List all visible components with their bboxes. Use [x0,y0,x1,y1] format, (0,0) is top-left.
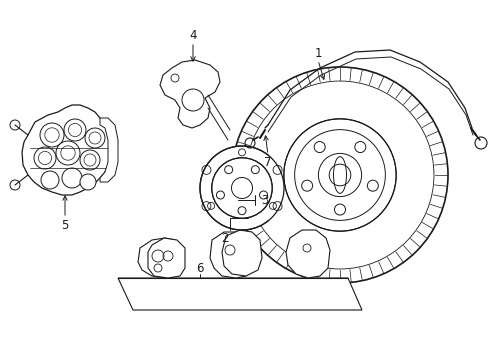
Polygon shape [138,238,180,278]
Circle shape [85,128,105,148]
Circle shape [34,147,56,169]
Polygon shape [118,278,361,310]
Circle shape [41,171,59,189]
Text: 4: 4 [189,28,196,41]
Circle shape [40,123,64,147]
Circle shape [80,174,96,190]
Polygon shape [160,60,220,128]
Text: 1: 1 [314,46,321,59]
Circle shape [231,67,447,283]
Polygon shape [209,232,251,278]
Polygon shape [222,230,262,276]
Circle shape [182,89,203,111]
Text: 7: 7 [264,156,271,168]
Text: 6: 6 [196,261,203,274]
Text: 3: 3 [261,194,268,207]
Circle shape [314,141,325,153]
Circle shape [238,207,245,215]
Polygon shape [148,238,184,278]
Circle shape [200,146,284,230]
Circle shape [259,191,267,199]
Polygon shape [22,105,110,195]
Circle shape [334,204,345,215]
Polygon shape [100,118,118,182]
Circle shape [283,119,395,231]
Circle shape [224,166,232,174]
Circle shape [64,119,86,141]
Circle shape [216,191,224,199]
Circle shape [80,150,100,170]
Circle shape [301,180,312,191]
Circle shape [251,166,259,174]
Circle shape [354,141,365,153]
Polygon shape [285,230,329,278]
Circle shape [56,141,80,165]
Text: 2: 2 [221,231,228,244]
Circle shape [211,158,272,218]
Circle shape [366,180,378,191]
Text: 5: 5 [61,219,68,231]
Circle shape [62,168,82,188]
